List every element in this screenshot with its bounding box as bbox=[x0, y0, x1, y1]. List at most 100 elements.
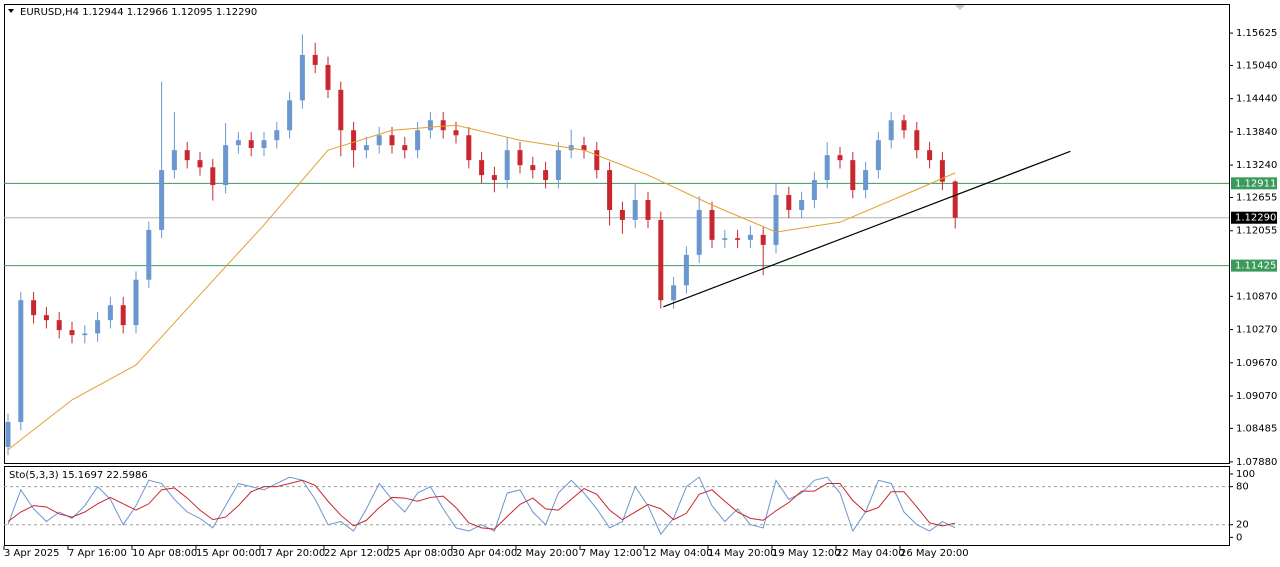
candle-body bbox=[619, 209, 625, 220]
y-tick-label: 1.10270 bbox=[1236, 325, 1277, 336]
candle-body bbox=[504, 150, 510, 181]
candle-body bbox=[248, 140, 254, 148]
candle-body bbox=[581, 145, 587, 151]
price-tag-label: 1.12911 bbox=[1235, 178, 1276, 189]
candle-body bbox=[107, 305, 113, 321]
price-tag-label: 1.12290 bbox=[1235, 213, 1276, 224]
candle-body bbox=[824, 155, 830, 181]
candle-body bbox=[133, 279, 139, 326]
price-tag bbox=[1231, 211, 1277, 224]
y-tick-label: 1.15625 bbox=[1236, 28, 1277, 39]
symbol: EURUSD,H4 bbox=[20, 7, 79, 18]
candle-body bbox=[837, 155, 843, 161]
candle-body bbox=[5, 422, 11, 447]
candle-body bbox=[863, 170, 869, 191]
x-tick-label: 7 May 12:00 bbox=[580, 548, 642, 559]
candle-body bbox=[440, 120, 446, 131]
price-tag-label: 1.11425 bbox=[1235, 261, 1276, 272]
candle-body bbox=[31, 300, 37, 316]
candle-body bbox=[658, 219, 664, 301]
oscillator-frame bbox=[4, 466, 1230, 546]
candle-body bbox=[338, 89, 344, 131]
x-tick-label: 14 May 20:00 bbox=[708, 548, 777, 559]
candle-body bbox=[427, 120, 433, 131]
candle-body bbox=[491, 175, 497, 181]
candle-body bbox=[952, 181, 958, 218]
candle-body bbox=[466, 135, 472, 161]
candle-body bbox=[773, 195, 779, 245]
y-tick-label: 1.13240 bbox=[1236, 160, 1277, 171]
candle-body bbox=[146, 229, 152, 280]
osc-line bbox=[7, 479, 956, 530]
main-frame bbox=[4, 4, 1230, 464]
signal-value: 22.5986 bbox=[106, 470, 147, 481]
candle-body bbox=[274, 130, 280, 141]
x-tick-label: 2 May 20:00 bbox=[516, 548, 578, 559]
candle-body bbox=[197, 160, 203, 168]
candle-body bbox=[786, 195, 792, 210]
candle-body bbox=[415, 130, 421, 151]
x-tick-label: 25 Apr 08:00 bbox=[388, 548, 453, 559]
candle-body bbox=[453, 130, 459, 136]
candle-body bbox=[287, 100, 293, 131]
candle-body bbox=[120, 305, 126, 326]
candle-body bbox=[82, 333, 88, 336]
trendline bbox=[663, 150, 1071, 308]
candle-body bbox=[479, 160, 485, 176]
y-tick-label: 1.10870 bbox=[1236, 291, 1277, 302]
candle-body bbox=[735, 238, 741, 240]
candle-body bbox=[223, 145, 229, 186]
x-tick-label: 15 Apr 00:00 bbox=[196, 548, 261, 559]
candle-body bbox=[888, 120, 894, 141]
oscillator-header: Sto(5,3,3) 15.1697 22.5986 bbox=[9, 470, 148, 481]
main-value: 15.1697 bbox=[62, 470, 103, 481]
x-tick-label: 3 Apr 2025 bbox=[4, 548, 59, 559]
candle-body bbox=[632, 200, 638, 220]
y-tick-label: 1.13840 bbox=[1236, 127, 1277, 138]
candle-body bbox=[351, 130, 357, 151]
candle-body bbox=[261, 140, 267, 148]
candle-body bbox=[850, 160, 856, 191]
candle-body bbox=[235, 140, 241, 146]
x-tick-label: 22 May 04:00 bbox=[836, 548, 905, 559]
menu-arrow[interactable] bbox=[8, 9, 14, 13]
close-label: 1.12290 bbox=[216, 7, 257, 18]
candle-body bbox=[875, 140, 881, 171]
moving-average bbox=[7, 124, 956, 451]
candle-body bbox=[363, 145, 369, 151]
price-tag bbox=[1231, 177, 1277, 190]
osc-tick-label: 100 bbox=[1236, 469, 1255, 480]
osc-tick-label: 80 bbox=[1236, 482, 1249, 493]
candle-body bbox=[683, 254, 689, 286]
price-tag bbox=[1231, 259, 1277, 272]
x-tick-label: 22 Apr 12:00 bbox=[324, 548, 389, 559]
candle-body bbox=[376, 135, 382, 146]
candle-body bbox=[760, 234, 766, 245]
x-tick-label: 12 May 04:00 bbox=[644, 548, 713, 559]
candle-body bbox=[799, 200, 805, 210]
candle-body bbox=[56, 320, 62, 331]
candle-body bbox=[901, 120, 907, 131]
y-tick-label: 1.07880 bbox=[1236, 457, 1277, 468]
candle-body bbox=[914, 130, 920, 151]
candle-body bbox=[530, 165, 536, 171]
x-tick-label: 30 Apr 04:00 bbox=[452, 548, 517, 559]
x-tick-label: 17 Apr 20:00 bbox=[260, 548, 325, 559]
candle-body bbox=[325, 64, 331, 90]
y-tick-label: 1.09070 bbox=[1236, 391, 1277, 402]
open-label: 1.12944 bbox=[82, 7, 123, 18]
candle-body bbox=[517, 150, 523, 166]
y-tick-label: 1.09670 bbox=[1236, 358, 1277, 369]
y-tick-label: 1.12055 bbox=[1236, 226, 1277, 237]
candle-body bbox=[939, 160, 945, 182]
low-label: 1.12095 bbox=[171, 7, 212, 18]
candle-body bbox=[747, 234, 753, 240]
osc-tick-label: 0 bbox=[1236, 532, 1242, 543]
candle-body bbox=[722, 238, 728, 240]
x-tick-label: 26 May 20:00 bbox=[900, 548, 969, 559]
candle-body bbox=[69, 330, 75, 336]
shift-marker bbox=[955, 5, 965, 10]
